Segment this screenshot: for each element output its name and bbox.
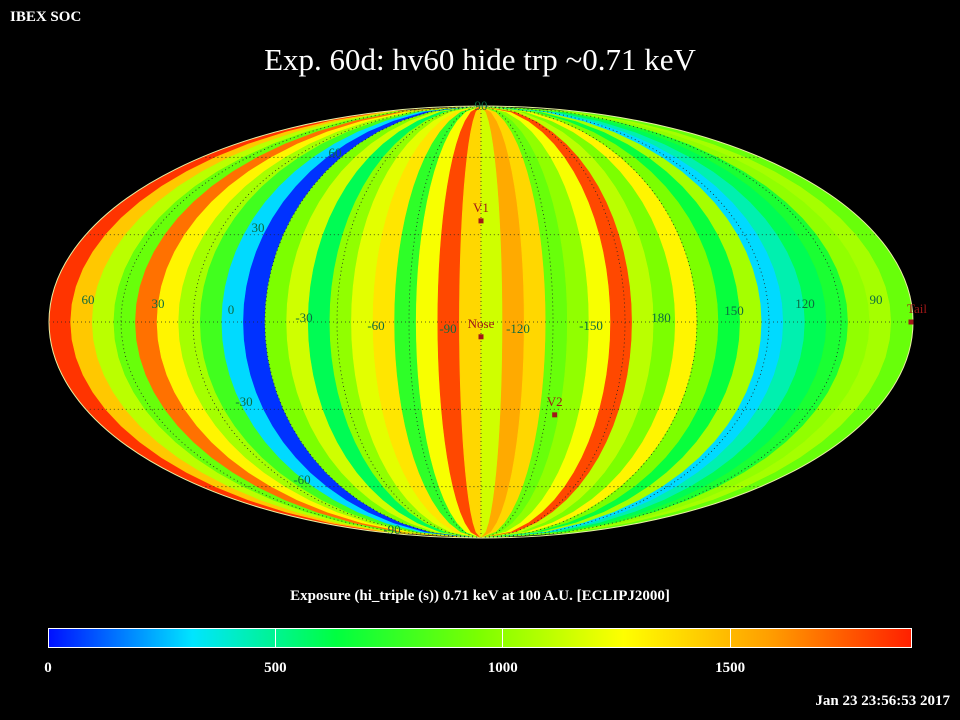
longitude-label: 180 (651, 310, 671, 325)
latitude-label: 30 (252, 220, 265, 235)
longitude-gridline (408, 106, 482, 538)
latitude-label: -90 (383, 522, 400, 537)
longitude-gridline (120, 106, 482, 538)
longitude-gridline (480, 106, 554, 538)
colorbar-tick-mark (729, 628, 731, 648)
colorbar (48, 628, 912, 648)
sky-map: 60 30 0 -30 -60 -90 -120 -150 180 150 120 90 90 60 30 -… (48, 98, 927, 539)
colorbar-tick-mark (274, 628, 276, 648)
longitude-label: 60 (82, 292, 95, 307)
colorbar-tick-mark (502, 628, 504, 648)
longitude-label: 30 (152, 296, 165, 311)
longitude-label: -30 (295, 310, 312, 325)
chart-title: Exp. 60d: hv60 hide trp ~0.71 keV (264, 42, 696, 77)
latitude-label: 60 (329, 145, 342, 160)
colorbar-tick-label: 1000 (487, 660, 518, 676)
colorbar-tick-label: 0 (44, 660, 52, 676)
colorbar-tick-label: 1500 (715, 660, 746, 676)
colorbar-tick-label: 500 (264, 660, 287, 676)
marker-point (478, 334, 484, 340)
org-label: IBEX SOC (10, 9, 82, 25)
longitude-gridline (336, 106, 482, 538)
latitude-label: 90 (475, 98, 488, 113)
longitude-label: 120 (795, 296, 815, 311)
marker-label: Nose (468, 316, 495, 331)
longitude-label: -90 (439, 321, 456, 336)
longitude-gridline (480, 106, 842, 538)
marker-point (908, 319, 914, 325)
marker-label: V2 (547, 394, 563, 409)
timestamp: Jan 23 23:56:53 2017 (815, 693, 950, 709)
marker-point (552, 412, 558, 418)
longitude-label: -60 (367, 318, 384, 333)
marker-point (478, 218, 484, 224)
longitude-label: 0 (228, 302, 235, 317)
latitude-label: -60 (293, 472, 310, 487)
longitude-label: 90 (870, 292, 883, 307)
colorbar-tick-mark (47, 628, 49, 648)
longitude-label: 150 (724, 303, 744, 318)
longitude-label: -150 (579, 318, 603, 333)
longitude-gridline (480, 106, 626, 538)
colorbar-title: Exposure (hi_triple (s)) 0.71 keV at 100… (290, 588, 670, 604)
marker-label: Tail (907, 301, 927, 316)
latitude-label: -30 (235, 394, 252, 409)
marker-label: V1 (473, 200, 489, 215)
longitude-label: -120 (506, 321, 530, 336)
